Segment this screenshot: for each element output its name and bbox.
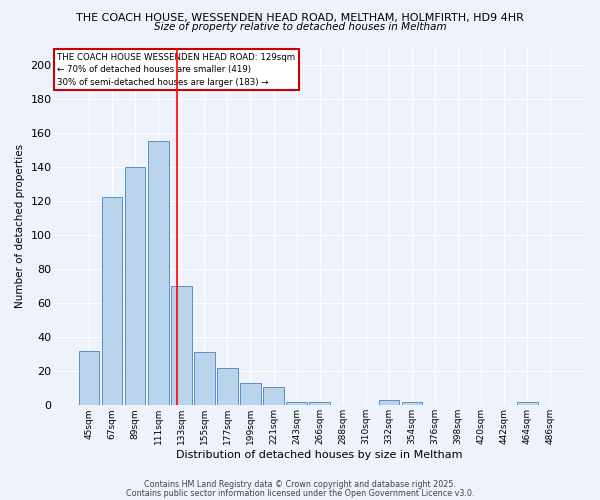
Text: Size of property relative to detached houses in Meltham: Size of property relative to detached ho… — [154, 22, 446, 32]
Bar — [101, 198, 122, 406]
Bar — [263, 386, 284, 406]
Bar — [194, 352, 215, 406]
Bar — [286, 402, 307, 406]
Bar — [217, 368, 238, 406]
Text: Contains public sector information licensed under the Open Government Licence v3: Contains public sector information licen… — [126, 489, 474, 498]
Bar — [517, 402, 538, 406]
Y-axis label: Number of detached properties: Number of detached properties — [15, 144, 25, 308]
Bar — [79, 351, 100, 406]
Bar — [240, 383, 261, 406]
Text: THE COACH HOUSE, WESSENDEN HEAD ROAD, MELTHAM, HOLMFIRTH, HD9 4HR: THE COACH HOUSE, WESSENDEN HEAD ROAD, ME… — [76, 12, 524, 22]
Bar — [379, 400, 400, 406]
Bar — [310, 402, 330, 406]
Text: THE COACH HOUSE WESSENDEN HEAD ROAD: 129sqm
← 70% of detached houses are smaller: THE COACH HOUSE WESSENDEN HEAD ROAD: 129… — [57, 53, 295, 87]
Bar — [171, 286, 191, 406]
Bar — [148, 141, 169, 406]
Text: Contains HM Land Registry data © Crown copyright and database right 2025.: Contains HM Land Registry data © Crown c… — [144, 480, 456, 489]
Bar — [125, 167, 145, 406]
Bar — [401, 402, 422, 406]
X-axis label: Distribution of detached houses by size in Meltham: Distribution of detached houses by size … — [176, 450, 463, 460]
